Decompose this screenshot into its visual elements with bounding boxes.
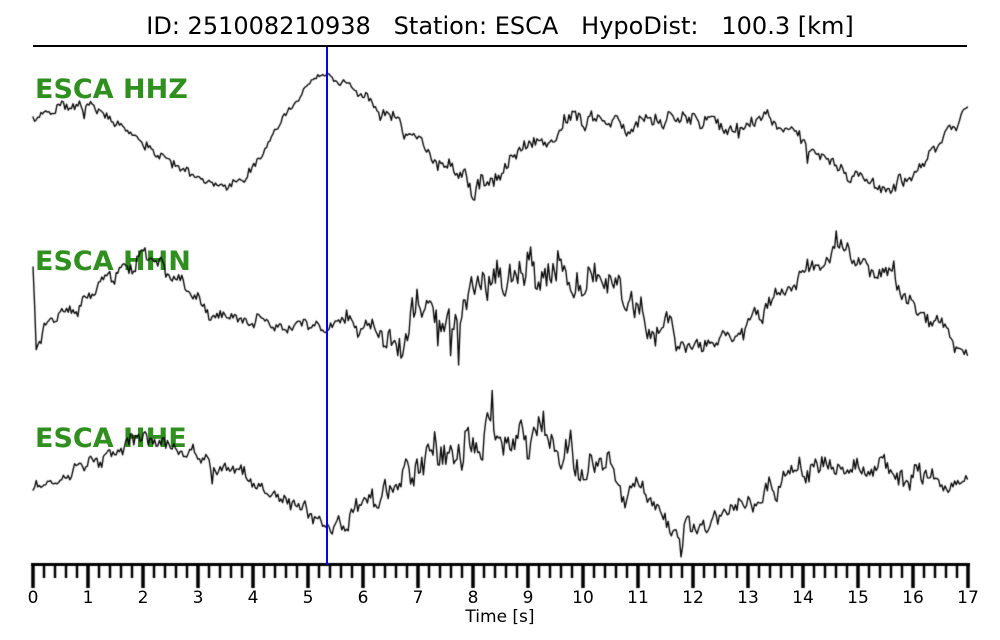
x-axis-label: Time [s] [465,607,535,627]
plot-title: ID: 251008210938 Station: ESCA HypoDist:… [146,12,854,40]
x-tick-label: 8 [467,588,479,608]
x-tick-label: 6 [357,588,369,608]
x-tick-label: 0 [27,588,39,608]
x-tick-label: 2 [137,588,149,608]
x-tick-label: 3 [192,588,204,608]
x-tick-label: 17 [957,588,979,608]
x-tick-label: 7 [412,588,424,608]
x-tick-label: 14 [792,588,814,608]
x-tick-label: 11 [627,588,649,608]
x-tick-label: 10 [572,588,594,608]
channel-label-hhe: ESCA HHE [35,423,187,454]
x-tick-label: 1 [82,588,94,608]
x-tick-label: 5 [302,588,314,608]
title-divider [33,45,967,47]
channel-label-hhz: ESCA HHZ [35,74,188,105]
x-tick-label: 15 [847,588,869,608]
x-tick-label: 4 [247,588,259,608]
x-tick-label: 9 [522,588,534,608]
x-tick-label: 16 [902,588,924,608]
channel-label-hhn: ESCA HHN [35,246,191,277]
x-tick-label: 12 [682,588,704,608]
pick-time-line [326,47,328,565]
x-tick-label: 13 [737,588,759,608]
